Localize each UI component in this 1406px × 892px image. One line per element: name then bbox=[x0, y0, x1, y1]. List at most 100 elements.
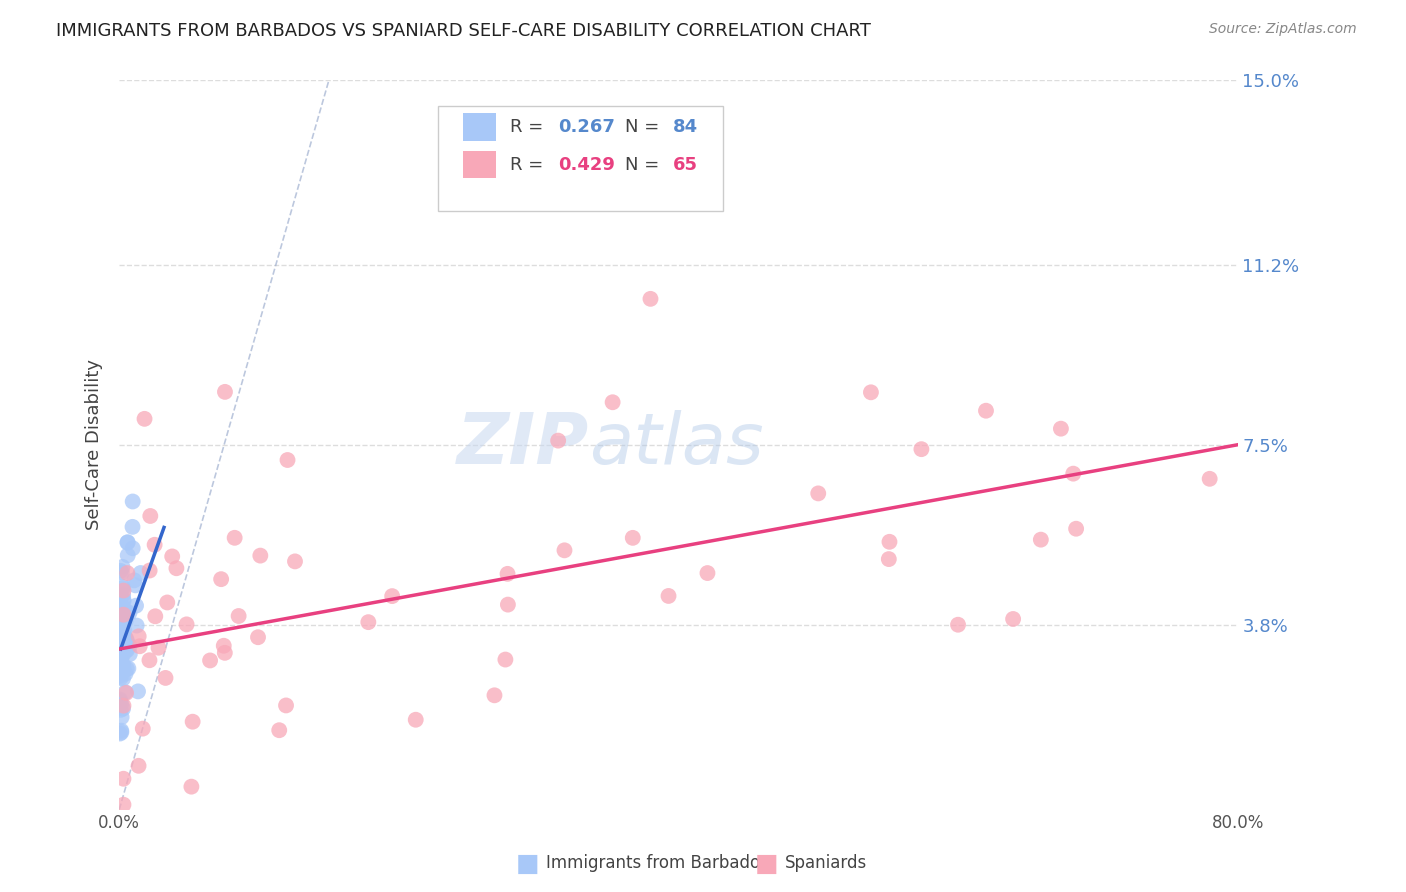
Point bbox=[807, 486, 830, 500]
Point bbox=[114, 666, 136, 681]
Point bbox=[112, 660, 135, 674]
Point bbox=[110, 651, 132, 665]
Point bbox=[405, 713, 427, 727]
Point bbox=[110, 635, 132, 649]
Point bbox=[128, 639, 150, 653]
Point bbox=[111, 599, 134, 614]
Point bbox=[117, 566, 139, 580]
Point bbox=[115, 632, 138, 647]
Point bbox=[1050, 422, 1073, 436]
Point bbox=[877, 552, 900, 566]
Point bbox=[125, 618, 148, 632]
Point bbox=[112, 628, 135, 642]
Point bbox=[859, 385, 882, 400]
Point bbox=[108, 726, 131, 740]
Point bbox=[108, 669, 131, 683]
Text: R =: R = bbox=[509, 155, 548, 174]
Point bbox=[111, 610, 134, 624]
Point bbox=[879, 534, 901, 549]
Point bbox=[108, 598, 131, 612]
Point bbox=[117, 535, 139, 549]
Point bbox=[484, 688, 506, 702]
Text: ZIP: ZIP bbox=[457, 410, 589, 479]
FancyBboxPatch shape bbox=[463, 151, 496, 178]
Point bbox=[114, 604, 136, 618]
Point bbox=[112, 640, 135, 655]
Point bbox=[112, 583, 135, 598]
Point bbox=[112, 624, 135, 638]
Point bbox=[118, 606, 141, 620]
Point bbox=[165, 561, 187, 575]
Point bbox=[122, 574, 145, 588]
Point bbox=[112, 698, 135, 713]
Point bbox=[112, 701, 135, 715]
Text: Spaniards: Spaniards bbox=[785, 855, 866, 872]
Point bbox=[1198, 472, 1220, 486]
Text: ■: ■ bbox=[516, 852, 538, 875]
Point bbox=[111, 581, 134, 595]
Point bbox=[111, 580, 134, 594]
Text: Immigrants from Barbados: Immigrants from Barbados bbox=[546, 855, 769, 872]
Text: Source: ZipAtlas.com: Source: ZipAtlas.com bbox=[1209, 22, 1357, 37]
Text: R =: R = bbox=[509, 118, 548, 136]
Point bbox=[602, 395, 624, 409]
Point bbox=[276, 453, 298, 467]
Point bbox=[910, 442, 932, 457]
Point bbox=[110, 623, 132, 637]
Point bbox=[1002, 612, 1025, 626]
Point bbox=[209, 572, 232, 586]
Point bbox=[124, 578, 146, 592]
Point bbox=[111, 602, 134, 616]
Point bbox=[148, 640, 170, 655]
Point bbox=[114, 630, 136, 644]
Point bbox=[129, 566, 152, 580]
Point bbox=[111, 560, 134, 574]
Text: N =: N = bbox=[624, 118, 665, 136]
Point bbox=[110, 697, 132, 711]
Point bbox=[108, 607, 131, 622]
Point bbox=[128, 759, 150, 773]
Point bbox=[125, 599, 148, 613]
Point bbox=[110, 619, 132, 633]
Point bbox=[553, 543, 575, 558]
Point bbox=[111, 626, 134, 640]
Point bbox=[946, 617, 969, 632]
Point bbox=[111, 607, 134, 622]
Point bbox=[143, 609, 166, 624]
Point bbox=[111, 627, 134, 641]
Point bbox=[180, 780, 202, 794]
Point bbox=[494, 652, 516, 666]
Point bbox=[138, 653, 160, 667]
Point bbox=[108, 593, 131, 607]
Point bbox=[111, 600, 134, 615]
Point bbox=[115, 608, 138, 623]
Point bbox=[117, 661, 139, 675]
Point bbox=[115, 640, 138, 655]
Point bbox=[214, 384, 236, 399]
Point bbox=[108, 692, 131, 706]
Point bbox=[214, 646, 236, 660]
Text: ■: ■ bbox=[755, 852, 778, 875]
Point bbox=[117, 549, 139, 563]
Point bbox=[115, 643, 138, 657]
Point bbox=[111, 644, 134, 658]
Point bbox=[115, 686, 138, 700]
Point bbox=[111, 665, 134, 680]
Point bbox=[134, 412, 156, 426]
Point bbox=[112, 647, 135, 661]
Point bbox=[110, 657, 132, 672]
Point bbox=[181, 714, 204, 729]
Point bbox=[118, 647, 141, 661]
Point bbox=[621, 531, 644, 545]
Point bbox=[108, 653, 131, 667]
Point bbox=[228, 609, 250, 624]
Point bbox=[132, 722, 155, 736]
Text: 65: 65 bbox=[673, 155, 697, 174]
Point bbox=[110, 725, 132, 739]
Text: N =: N = bbox=[624, 155, 665, 174]
Point bbox=[112, 607, 135, 622]
Point bbox=[284, 554, 307, 568]
Point bbox=[110, 658, 132, 673]
Point bbox=[1062, 467, 1084, 481]
Text: atlas: atlas bbox=[589, 410, 763, 479]
